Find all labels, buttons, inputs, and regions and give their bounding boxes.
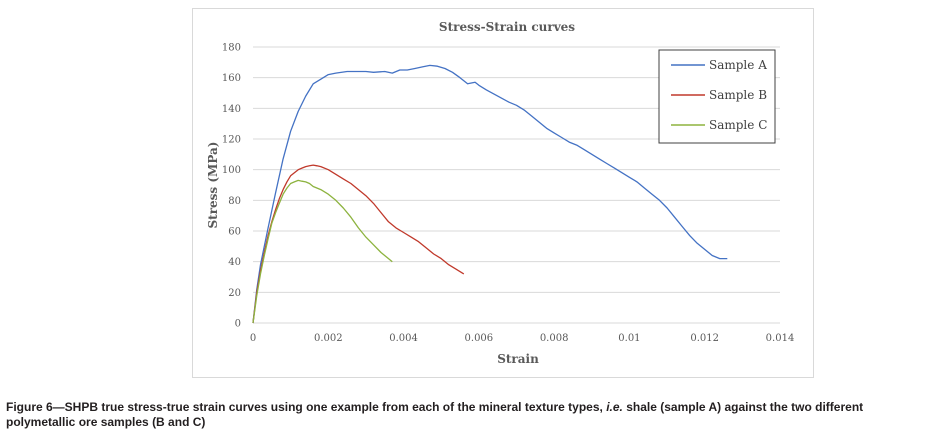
y-tick-label: 60 <box>228 227 241 238</box>
y-tick-label: 140 <box>222 104 241 115</box>
stress-strain-chart: Stress-Strain curves 0 20 40 60 80 100 120 140 1… <box>206 20 795 366</box>
chart-title: Stress-Strain curves <box>439 20 575 34</box>
y-tick-label: 40 <box>228 257 241 268</box>
legend-label: Sample A <box>709 58 767 72</box>
legend-label: Sample B <box>709 88 767 102</box>
caption-italic: i.e. <box>606 400 623 414</box>
y-tick-label: 20 <box>228 288 241 299</box>
y-tick-label: 0 <box>235 319 241 330</box>
y-tick-label: 180 <box>222 43 241 54</box>
x-tick-label: 0 <box>250 333 256 344</box>
y-axis-title: Stress (MPa) <box>206 142 220 229</box>
series-line-sample-c <box>252 179 393 324</box>
x-tick-label: 0.006 <box>465 333 494 344</box>
caption-lead: Figure 6—SHPB true stress-true strain cu… <box>6 400 607 414</box>
series-line-sample-b <box>252 164 465 324</box>
legend: Sample A Sample B Sample C <box>658 49 776 144</box>
chart-frame: Stress-Strain curves 0 20 40 60 80 100 120 140 1… <box>192 8 814 378</box>
x-tick-label: 0.01 <box>618 333 640 344</box>
y-tick-label: 120 <box>222 135 241 146</box>
gridlines <box>253 46 780 324</box>
x-tick-label: 0.012 <box>690 333 719 344</box>
figure-caption: Figure 6—SHPB true stress-true strain cu… <box>6 400 926 430</box>
x-tick-label: 0.008 <box>540 333 569 344</box>
legend-label: Sample C <box>709 118 767 132</box>
y-tick-label: 80 <box>228 196 241 207</box>
series-line-sample-a <box>252 64 728 324</box>
x-tick-label: 0.004 <box>389 333 418 344</box>
x-tick-labels: 0 0.002 0.004 0.006 0.008 0.01 0.012 0.014 <box>250 333 795 344</box>
x-axis-title: Strain <box>497 352 539 366</box>
y-tick-label: 100 <box>222 165 241 176</box>
x-tick-label: 0.002 <box>314 333 343 344</box>
y-tick-label: 160 <box>222 73 241 84</box>
caption-tail: shale (sample A) against the two differe… <box>6 400 864 429</box>
y-tick-labels: 0 20 40 60 80 100 120 140 160 180 <box>222 43 241 330</box>
x-tick-label: 0.014 <box>766 333 795 344</box>
series-lines <box>252 64 728 324</box>
